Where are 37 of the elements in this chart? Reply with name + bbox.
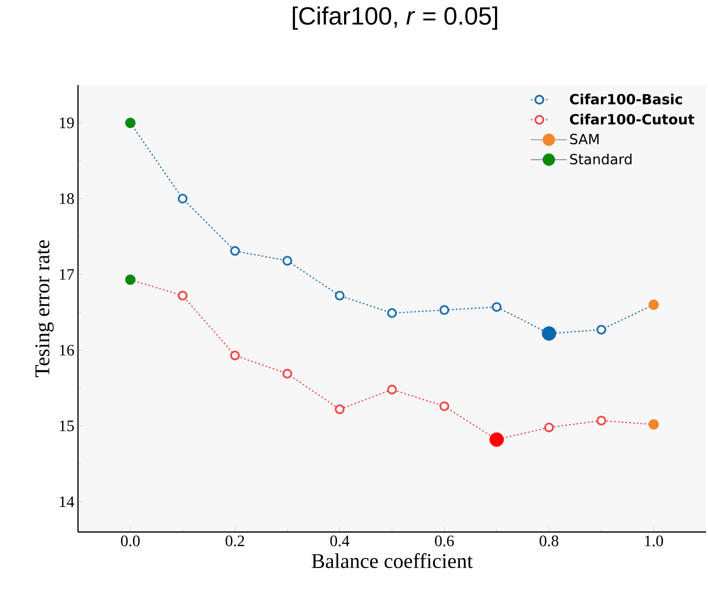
point xyxy=(542,326,556,341)
y-tick-label: 14 xyxy=(60,496,74,507)
point xyxy=(387,308,397,318)
point xyxy=(489,432,504,447)
legend-label: Cifar100-Cutout xyxy=(570,114,694,125)
x-tick-label: 0.0 xyxy=(120,536,140,546)
x-tick-label: 0.2 xyxy=(226,536,244,546)
x-tick-label: 0.6 xyxy=(434,536,454,546)
point xyxy=(387,384,397,394)
y-axis-title: Tesing error rate xyxy=(35,240,54,378)
point xyxy=(596,416,606,426)
point xyxy=(334,290,345,300)
x-axis-title: Balance coefficient xyxy=(312,553,473,568)
point xyxy=(282,256,292,266)
y-tick-label: 15 xyxy=(60,420,74,432)
legend-label: Cifar100-Basic xyxy=(570,94,682,104)
point xyxy=(282,368,292,379)
x-tick-label: 0.8 xyxy=(540,536,558,546)
point xyxy=(230,246,240,256)
point xyxy=(230,350,240,360)
x-tick-label: 1.0 xyxy=(645,536,664,546)
point xyxy=(178,290,188,300)
point xyxy=(334,404,345,414)
y-tick-label: 17 xyxy=(60,269,74,280)
legend-label: Standard xyxy=(570,154,632,164)
y-tick-label: 18 xyxy=(60,193,74,204)
point xyxy=(544,422,554,432)
point xyxy=(178,194,188,204)
chart-title: [Cifar100, r = 0.05] xyxy=(292,6,498,30)
point xyxy=(439,401,450,412)
point xyxy=(492,302,502,312)
y-tick-label: 19 xyxy=(60,118,74,128)
point xyxy=(596,324,606,335)
point xyxy=(439,305,450,315)
x-tick-label: 0.4 xyxy=(330,536,350,546)
y-tick-label: 16 xyxy=(60,344,74,356)
legend-label: SAM xyxy=(570,134,599,144)
